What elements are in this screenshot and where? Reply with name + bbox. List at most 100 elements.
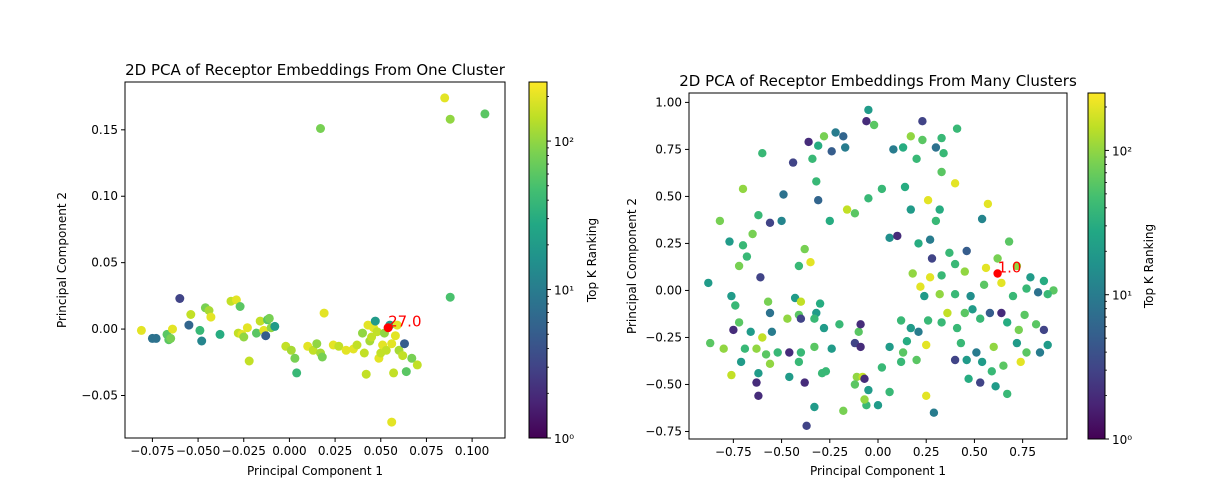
data-point-91: [1022, 284, 1031, 293]
chart-2-y-label: Principal Component 2: [625, 198, 639, 334]
colorbar-tick-label: 10⁰: [554, 432, 574, 446]
data-point-51: [925, 235, 935, 244]
data-point-15: [215, 329, 225, 339]
data-point-144: [1035, 348, 1045, 357]
chart-1-colorbar: [528, 81, 548, 439]
data-point-75: [445, 114, 455, 124]
data-point-16: [931, 143, 941, 152]
data-point-77: [765, 308, 775, 318]
chart-one-cluster: 2D PCA of Receptor Embeddings From One C…: [55, 61, 599, 478]
data-point-103: [835, 320, 844, 329]
x-tick-label: 0.050: [364, 444, 398, 458]
data-point-123: [1043, 340, 1052, 350]
data-point-14: [889, 145, 898, 154]
x-tick-label: 0.100: [455, 444, 489, 458]
y-tick-label: 0.25: [655, 236, 682, 250]
data-point-19: [808, 154, 817, 163]
data-point-101: [810, 314, 819, 323]
y-tick-label: 0.00: [655, 283, 682, 297]
data-point-61: [962, 246, 971, 256]
data-point-50: [361, 369, 371, 379]
data-point-34: [842, 205, 852, 214]
data-point-164: [850, 380, 860, 389]
y-tick-label: −0.50: [645, 377, 682, 391]
data-point-48: [358, 328, 367, 338]
data-point-66: [390, 331, 400, 341]
data-point-131: [796, 348, 806, 357]
colorbar-tick-label: 10¹: [1112, 289, 1132, 303]
data-point-39: [777, 216, 786, 226]
data-point-175: [810, 402, 819, 412]
data-point-7: [804, 137, 813, 147]
data-point-95: [729, 325, 738, 335]
data-point-2: [151, 333, 161, 343]
data-point-42: [825, 216, 834, 226]
data-point-7: [175, 294, 185, 303]
x-tick-label: 0.025: [318, 444, 352, 458]
data-point-138: [922, 340, 931, 350]
y-tick-label: 0.50: [655, 189, 682, 203]
highlight-point: [383, 323, 393, 333]
data-point-89: [997, 278, 1006, 288]
data-point-37: [935, 205, 944, 214]
data-point-63: [387, 339, 397, 349]
data-point-179: [929, 408, 939, 417]
data-point-32: [950, 179, 960, 188]
data-point-126: [740, 344, 750, 353]
data-point-66: [937, 271, 946, 280]
data-point-110: [937, 318, 946, 327]
data-point-100: [796, 314, 806, 323]
data-point-109: [923, 316, 933, 325]
data-point-96: [746, 327, 755, 336]
data-point-17: [939, 149, 948, 158]
data-point-172: [991, 382, 1000, 391]
data-point-8: [814, 141, 823, 150]
data-point-56: [372, 327, 382, 337]
x-tick-label: −0.50: [763, 445, 800, 459]
data-point-11: [906, 132, 915, 141]
chart-1-x-axis: −0.075 −0.050 −0.025 0.000 0.025 0.050 0.075 0.…: [130, 438, 489, 458]
data-point-54: [1004, 237, 1014, 246]
data-point-27: [261, 331, 271, 341]
data-point-65: [389, 368, 399, 378]
data-point-25: [738, 184, 748, 194]
data-point-72: [407, 353, 417, 363]
data-point-48: [885, 233, 894, 242]
data-point-9: [841, 143, 850, 152]
data-point-81: [815, 299, 825, 308]
data-point-61: [381, 345, 391, 355]
data-point-168: [864, 385, 873, 395]
data-point-33: [983, 199, 993, 209]
data-point-142: [1012, 338, 1022, 348]
data-point-90: [1008, 291, 1018, 301]
data-point-13: [898, 143, 908, 152]
data-point-74: [727, 291, 736, 301]
data-point-153: [912, 355, 921, 365]
data-point-65: [950, 259, 960, 269]
data-point-71: [401, 367, 411, 377]
data-point-152: [896, 357, 906, 367]
data-point-149: [852, 372, 861, 382]
data-point-128: [761, 350, 771, 359]
data-point-9: [186, 310, 196, 319]
data-point-124: [706, 338, 715, 348]
data-point-83: [916, 282, 925, 291]
data-point-160: [727, 370, 736, 380]
chart-1-y-axis: −0.05 0.00 0.05 0.10 0.15: [81, 123, 125, 402]
data-point-42: [316, 124, 325, 133]
data-point-165: [860, 374, 869, 383]
data-point-171: [964, 374, 973, 383]
data-point-99: [783, 314, 792, 323]
data-point-67: [925, 273, 935, 282]
data-point-156: [977, 357, 987, 367]
data-point-35: [850, 209, 860, 218]
data-point-76: [445, 292, 455, 302]
data-point-53: [794, 261, 804, 271]
data-point-132: [810, 342, 819, 352]
data-point-183: [898, 348, 908, 357]
data-point-14: [206, 312, 216, 322]
data-point-87: [966, 291, 975, 301]
data-point-6: [168, 324, 177, 334]
data-point-47: [352, 340, 362, 350]
data-point-136: [885, 342, 894, 352]
